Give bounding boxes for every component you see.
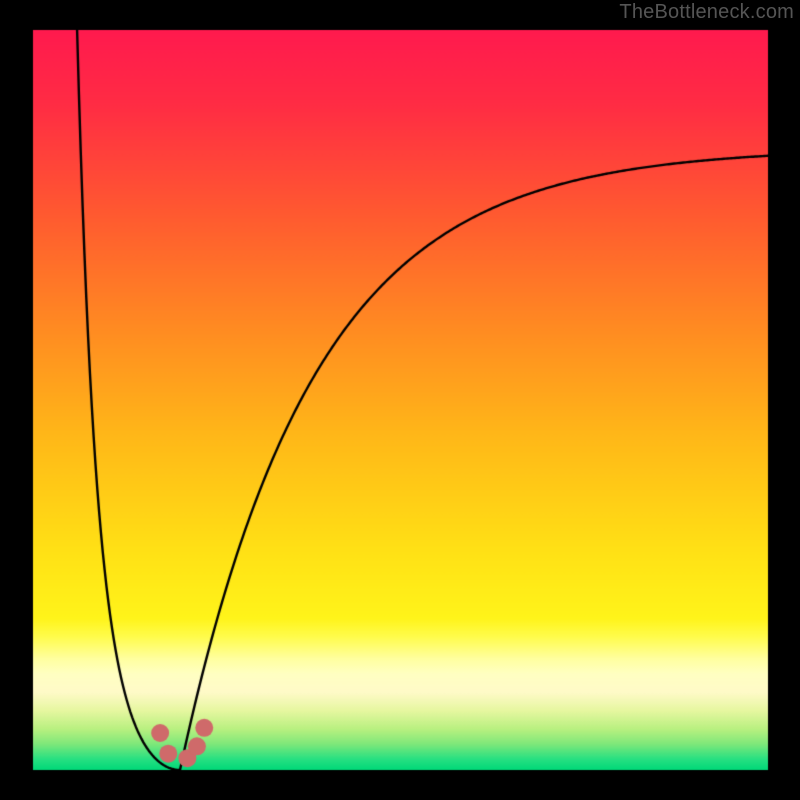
- bottleneck-chart-canvas: [0, 0, 800, 800]
- watermark-text: TheBottleneck.com: [619, 1, 794, 24]
